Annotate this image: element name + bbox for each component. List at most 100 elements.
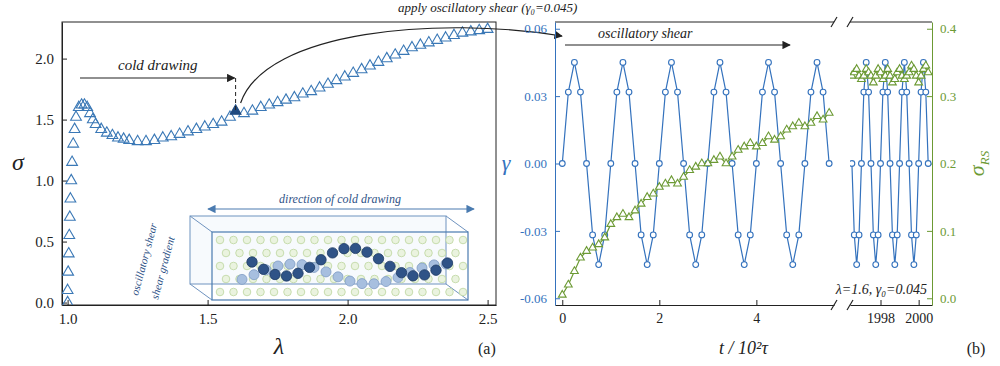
data-point [925,161,931,167]
tick-mark [62,120,67,121]
tick: 2.5 [479,300,498,327]
inset-box-edge [446,284,468,300]
tick-mark [919,300,920,305]
axis-line [63,305,497,306]
series-line [852,62,928,264]
inset-label: shear gradient [148,234,177,300]
tick-label: 2.5 [479,311,498,327]
inset-bead [345,276,355,286]
data-point [564,280,572,287]
inset-bead [338,288,346,296]
tick-mark [927,298,932,299]
axis-break [831,17,837,27]
axis-title: γ [502,150,512,175]
data-point [63,248,74,257]
data-point [885,89,891,95]
tick: 0.00 [524,156,560,171]
data-point [558,290,566,297]
tick: 0.06 [524,21,560,36]
data-point [894,232,900,238]
inset-bead [419,270,429,280]
inset-bead [452,249,460,257]
inset-bead [369,279,379,289]
tick-label: 1.0 [35,173,54,189]
tick: 2.0 [339,300,358,327]
data-point [856,232,862,238]
data-point [884,65,892,72]
inset-bead [216,288,224,296]
inset-bead [236,249,244,257]
tick: 0.0 [35,295,67,311]
inset-bead [396,267,406,277]
series-line [562,113,829,295]
data-point [608,161,614,167]
data-point [896,65,904,72]
data-point [850,161,855,167]
inset-bead [311,236,319,244]
data-point [759,139,767,146]
inset-bead [351,236,359,244]
axis-title: σRS [964,150,992,176]
inset-bead [304,262,314,272]
tick-label: 0.1 [940,224,956,239]
data-point [614,89,620,95]
data-point [873,262,879,268]
inset-bead [405,236,413,244]
inset-bead [419,236,427,244]
data-point [922,61,930,68]
tick-label: -0.06 [520,291,548,306]
data-point [820,89,826,95]
data-point [638,232,644,238]
inset-bead [297,236,305,244]
tick-label: 0.06 [524,21,547,36]
data-point [735,232,741,238]
tick-mark [659,300,660,305]
data-point [716,152,724,159]
data-point [699,232,705,238]
data-point [813,112,821,119]
inset-bead [432,288,440,296]
axis-title: λ [273,333,284,359]
data-point [644,262,650,268]
data-point [71,111,82,120]
inset-bead [392,236,400,244]
tick: 0.3 [927,89,956,104]
tick-mark [562,300,563,305]
tick-mark [881,300,882,305]
tick-label: 1998 [867,311,895,326]
tick-mark [348,300,349,305]
tick-mark [488,300,489,305]
data-point [904,89,910,95]
data-point [819,115,827,122]
data-point [607,220,615,227]
data-point [892,262,898,268]
inset-bead [373,254,383,264]
tick: 2000 [905,300,933,326]
inset-bead [270,236,278,244]
inset-bead [276,249,284,257]
inset-bead [362,247,372,257]
data-point [578,89,584,95]
data-point [717,60,723,66]
data-point [765,132,773,139]
axis: 1.01.52.02.5 [59,300,498,327]
tick-label: 1.5 [35,112,54,128]
axis: -0.06-0.030.000.030.06 [520,21,560,306]
inset-bead [247,257,257,267]
tick-mark [208,300,209,305]
tick: -0.06 [520,291,560,306]
data-point [649,189,657,196]
inset-bead [257,288,265,296]
tick: 1.5 [199,300,218,327]
data-point [722,159,730,166]
data-point [901,60,907,66]
data-point [656,161,662,167]
tick-mark [756,300,757,305]
data-point [663,89,669,95]
inset-bead [438,275,446,283]
inset-bead [459,262,467,270]
data-point [650,232,656,238]
tick-label: 2.0 [339,311,358,327]
data-point [728,152,736,159]
tick: 1.5 [35,112,67,128]
